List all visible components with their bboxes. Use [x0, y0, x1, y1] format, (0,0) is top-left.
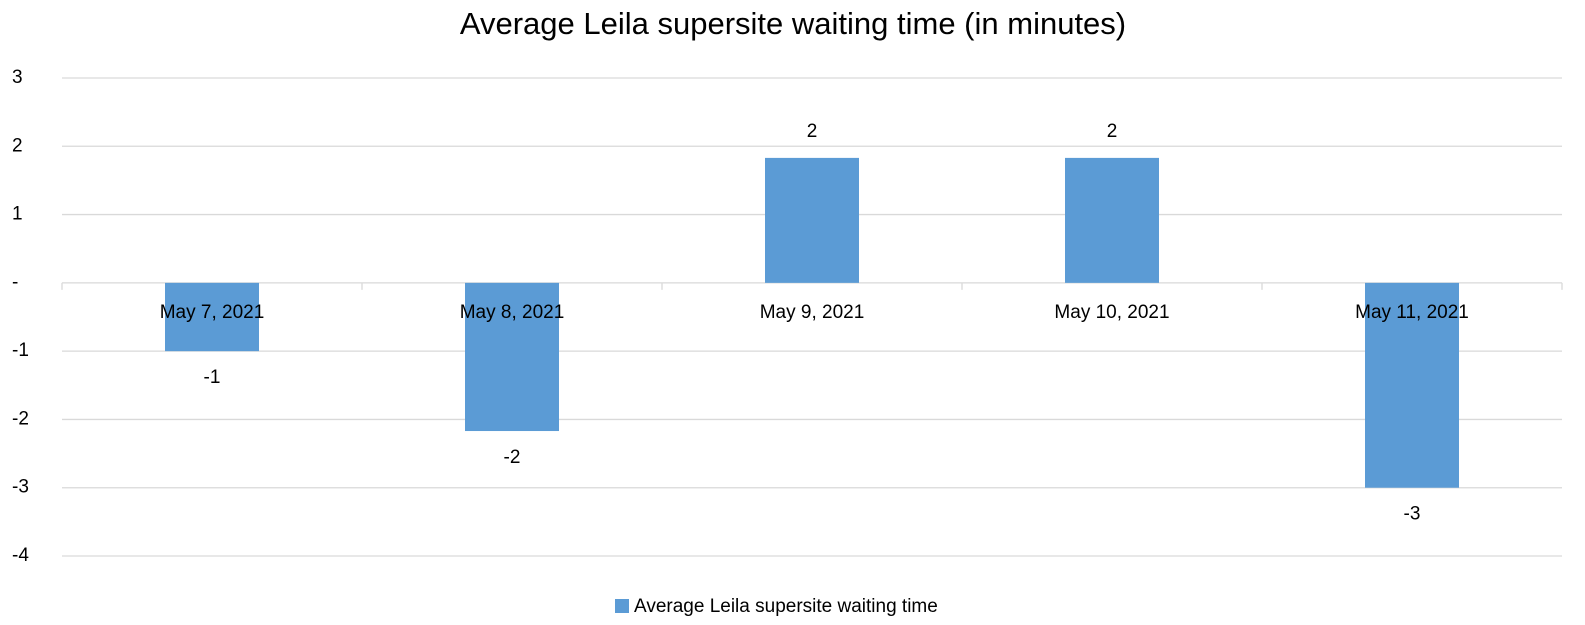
- y-tick-label: 3: [12, 67, 23, 88]
- bar: [1065, 157, 1159, 283]
- data-label: 2: [807, 121, 818, 142]
- data-label: -1: [204, 367, 221, 388]
- x-tick-label: May 9, 2021: [760, 302, 865, 323]
- y-tick-label: -: [12, 272, 18, 293]
- bar: [765, 157, 859, 283]
- y-tick-label: -4: [12, 545, 29, 566]
- y-tick-label: -1: [12, 340, 29, 361]
- legend-label: Average Leila supersite waiting time: [634, 596, 938, 617]
- x-tick-label: May 8, 2021: [460, 302, 565, 323]
- x-tick-label: May 11, 2021: [1355, 302, 1469, 323]
- y-tick-label: 2: [12, 135, 23, 156]
- legend-swatch: [615, 599, 629, 613]
- x-tick-label: May 10, 2021: [1054, 302, 1169, 323]
- bar: [1365, 282, 1459, 488]
- bar: [165, 282, 259, 352]
- y-tick-label: -2: [12, 408, 29, 429]
- chart-title: Average Leila supersite waiting time (in…: [460, 6, 1126, 41]
- x-tick-label: May 7, 2021: [160, 302, 265, 323]
- data-label: 2: [1107, 121, 1118, 142]
- bar: [465, 282, 559, 432]
- y-tick-label: -3: [12, 477, 29, 498]
- data-label: -3: [1404, 504, 1421, 525]
- data-label: -2: [504, 447, 521, 468]
- y-tick-label: 1: [12, 204, 23, 225]
